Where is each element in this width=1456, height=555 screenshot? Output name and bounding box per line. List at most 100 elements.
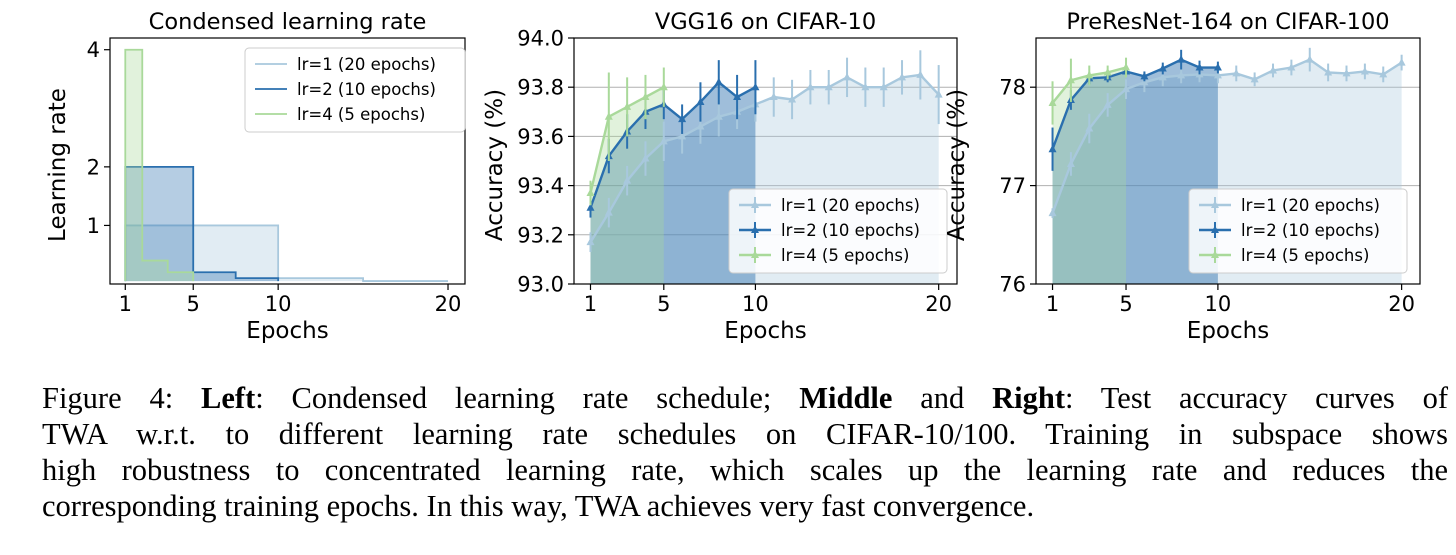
legend-label: lr=1 (20 epochs) xyxy=(297,55,436,74)
series-area xyxy=(1052,67,1127,285)
data-point xyxy=(1085,124,1094,132)
legend: lr=1 (20 epochs) lr=2 (10 epochs) lr=4 (5 … xyxy=(1188,188,1408,274)
legend-label: lr=4 (5 epochs) xyxy=(1241,246,1369,265)
x-tick-label: 20 xyxy=(1388,292,1415,316)
data-point xyxy=(714,112,723,120)
series-line xyxy=(124,48,195,282)
data-point xyxy=(659,136,668,145)
data-point xyxy=(806,82,815,91)
legend-marker xyxy=(751,250,759,258)
figure: Condensed learning rate 1 5 10 20 1 2 4 Epochs Le… xyxy=(45,9,1421,344)
data-point xyxy=(1048,208,1057,217)
data-point xyxy=(1085,70,1094,79)
y-tick-label: 77 xyxy=(999,174,1026,198)
data-point xyxy=(1122,84,1131,93)
legend-marker xyxy=(1211,200,1219,208)
chart-title: VGG16 on CIFAR-10 xyxy=(655,9,876,35)
data-point xyxy=(678,114,687,123)
data-point xyxy=(1213,70,1222,79)
axes-frame xyxy=(109,37,466,285)
y-tick-label: 93.2 xyxy=(517,223,564,247)
data-point xyxy=(788,95,797,103)
caption-line: corresponding training epochs. In this w… xyxy=(42,488,1448,524)
data-point xyxy=(916,70,925,78)
x-axis-label: Epochs xyxy=(1187,318,1269,344)
y-tick-label: 78 xyxy=(999,76,1026,100)
data-point xyxy=(641,92,650,101)
legend-marker xyxy=(1211,225,1219,233)
series-area xyxy=(1052,59,1218,285)
legend-box xyxy=(244,47,466,133)
chart-panel-2: VGG16 on CIFAR-10 1 5 10 20 93.0 93.2 93.4 93.6 9… xyxy=(482,9,958,344)
y-tick-label: 76 xyxy=(999,273,1026,297)
data-point xyxy=(586,203,595,211)
data-point xyxy=(1140,71,1149,80)
data-point xyxy=(1213,63,1222,71)
data-point xyxy=(1342,68,1351,77)
data-point xyxy=(1305,55,1314,63)
data-point xyxy=(1379,69,1388,78)
data-point xyxy=(1103,100,1112,108)
legend-label: lr=4 (5 epochs) xyxy=(297,105,425,124)
caption-bold-term: Left xyxy=(201,381,256,415)
data-point xyxy=(1287,63,1296,71)
series-area xyxy=(125,166,279,282)
data-point xyxy=(843,72,852,81)
legend-marker xyxy=(751,200,759,208)
data-point xyxy=(934,90,943,98)
data-point xyxy=(769,92,778,101)
legend-label: lr=1 (20 epochs) xyxy=(781,196,920,215)
data-point xyxy=(623,102,632,110)
y-tick-label: 2 xyxy=(87,155,100,179)
y-axis-label: Accuracy (%) xyxy=(482,89,508,241)
series-area xyxy=(590,82,756,284)
y-axis-label: Accuracy (%) xyxy=(944,89,970,241)
x-tick-label: 20 xyxy=(925,292,952,316)
data-point xyxy=(604,112,613,120)
data-point xyxy=(898,72,907,81)
legend-marker xyxy=(1211,250,1219,258)
data-point xyxy=(733,92,742,101)
data-point xyxy=(861,82,870,91)
caption-line: high robustness to concentrated learning… xyxy=(42,452,1448,488)
data-point xyxy=(1066,159,1075,167)
data-point xyxy=(1177,70,1186,79)
axes-frame xyxy=(1035,37,1421,285)
data-point xyxy=(678,131,687,140)
data-point xyxy=(604,208,613,216)
data-point xyxy=(659,82,668,91)
y-tick-label: 94.0 xyxy=(517,27,564,51)
series-line xyxy=(1051,58,1218,150)
data-point xyxy=(696,122,705,130)
caption-text: : Test accuracy curves of xyxy=(1065,381,1449,415)
y-tick-label: 93.0 xyxy=(517,273,564,297)
series-line xyxy=(124,165,280,282)
data-point xyxy=(1066,75,1075,84)
x-axis-label: Epochs xyxy=(724,318,806,344)
legend-label: lr=4 (5 epochs) xyxy=(781,246,909,265)
data-point xyxy=(1397,58,1406,66)
data-point xyxy=(1195,63,1204,71)
x-tick-label: 1 xyxy=(1046,292,1059,316)
legend-label: lr=1 (20 epochs) xyxy=(1241,196,1380,215)
legend-box xyxy=(728,188,948,274)
caption-line: TWA w.r.t. to different learning rate sc… xyxy=(42,416,1448,452)
chart-title: PreResNet-164 on CIFAR-100 xyxy=(1066,9,1389,35)
data-point xyxy=(1232,68,1241,77)
caption-text: high robustness to concentrated learning… xyxy=(42,453,1448,487)
data-point xyxy=(1140,77,1149,86)
x-tick-label: 5 xyxy=(1119,292,1132,316)
legend-box xyxy=(1188,188,1408,274)
data-point xyxy=(1250,74,1259,83)
x-tick-label: 20 xyxy=(435,292,462,316)
data-point xyxy=(1269,65,1278,74)
legend: lr=1 (20 epochs) lr=2 (10 epochs) lr=4 (5 … xyxy=(244,47,466,133)
x-tick-label: 1 xyxy=(584,292,597,316)
caption-text: TWA w.r.t. to different learning rate sc… xyxy=(42,417,1448,451)
y-tick-label: 93.8 xyxy=(517,76,564,100)
legend-label: lr=2 (10 epochs) xyxy=(1241,221,1380,240)
legend-label: lr=2 (10 epochs) xyxy=(781,221,920,240)
series-line xyxy=(589,80,756,209)
chart-title: Condensed learning rate xyxy=(149,9,427,35)
chart-panel-3: PreResNet-164 on CIFAR-100 1 5 10 20 76 77 78 Ep… xyxy=(944,9,1421,344)
